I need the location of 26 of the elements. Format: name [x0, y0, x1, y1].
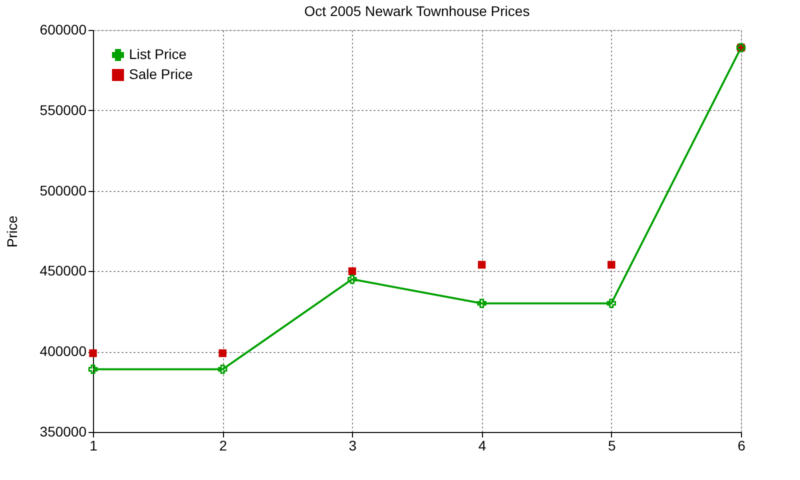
point — [477, 298, 486, 308]
y-tick-label: 600000 — [40, 22, 87, 38]
point — [88, 364, 98, 374]
y-axis-title: Price — [4, 215, 20, 248]
y-tick-label: 350000 — [40, 424, 87, 440]
point — [348, 274, 357, 284]
x-tick-label: 6 — [738, 438, 746, 454]
y-tick-label: 450000 — [40, 262, 87, 279]
y-tick-label: 400000 — [40, 343, 87, 360]
x-tick-label: 4 — [478, 438, 486, 454]
point — [608, 260, 616, 269]
y-tick-label: 500000 — [40, 182, 87, 198]
point — [218, 364, 228, 374]
legend-label: List Price — [129, 46, 187, 62]
point — [478, 260, 486, 269]
point — [218, 349, 226, 358]
legend-label: Sale Price — [129, 66, 194, 82]
x-tick-label: 3 — [348, 438, 357, 454]
x-tick-label: 2 — [219, 438, 228, 454]
x-tick-label: 5 — [608, 438, 616, 454]
point — [606, 298, 616, 308]
chart-title: Oct 2005 Newark Townhouse Prices — [304, 3, 530, 19]
point — [89, 349, 97, 358]
x-tick-label: 1 — [90, 438, 98, 454]
y-tick-label: 550000 — [40, 102, 87, 118]
point — [348, 267, 356, 276]
